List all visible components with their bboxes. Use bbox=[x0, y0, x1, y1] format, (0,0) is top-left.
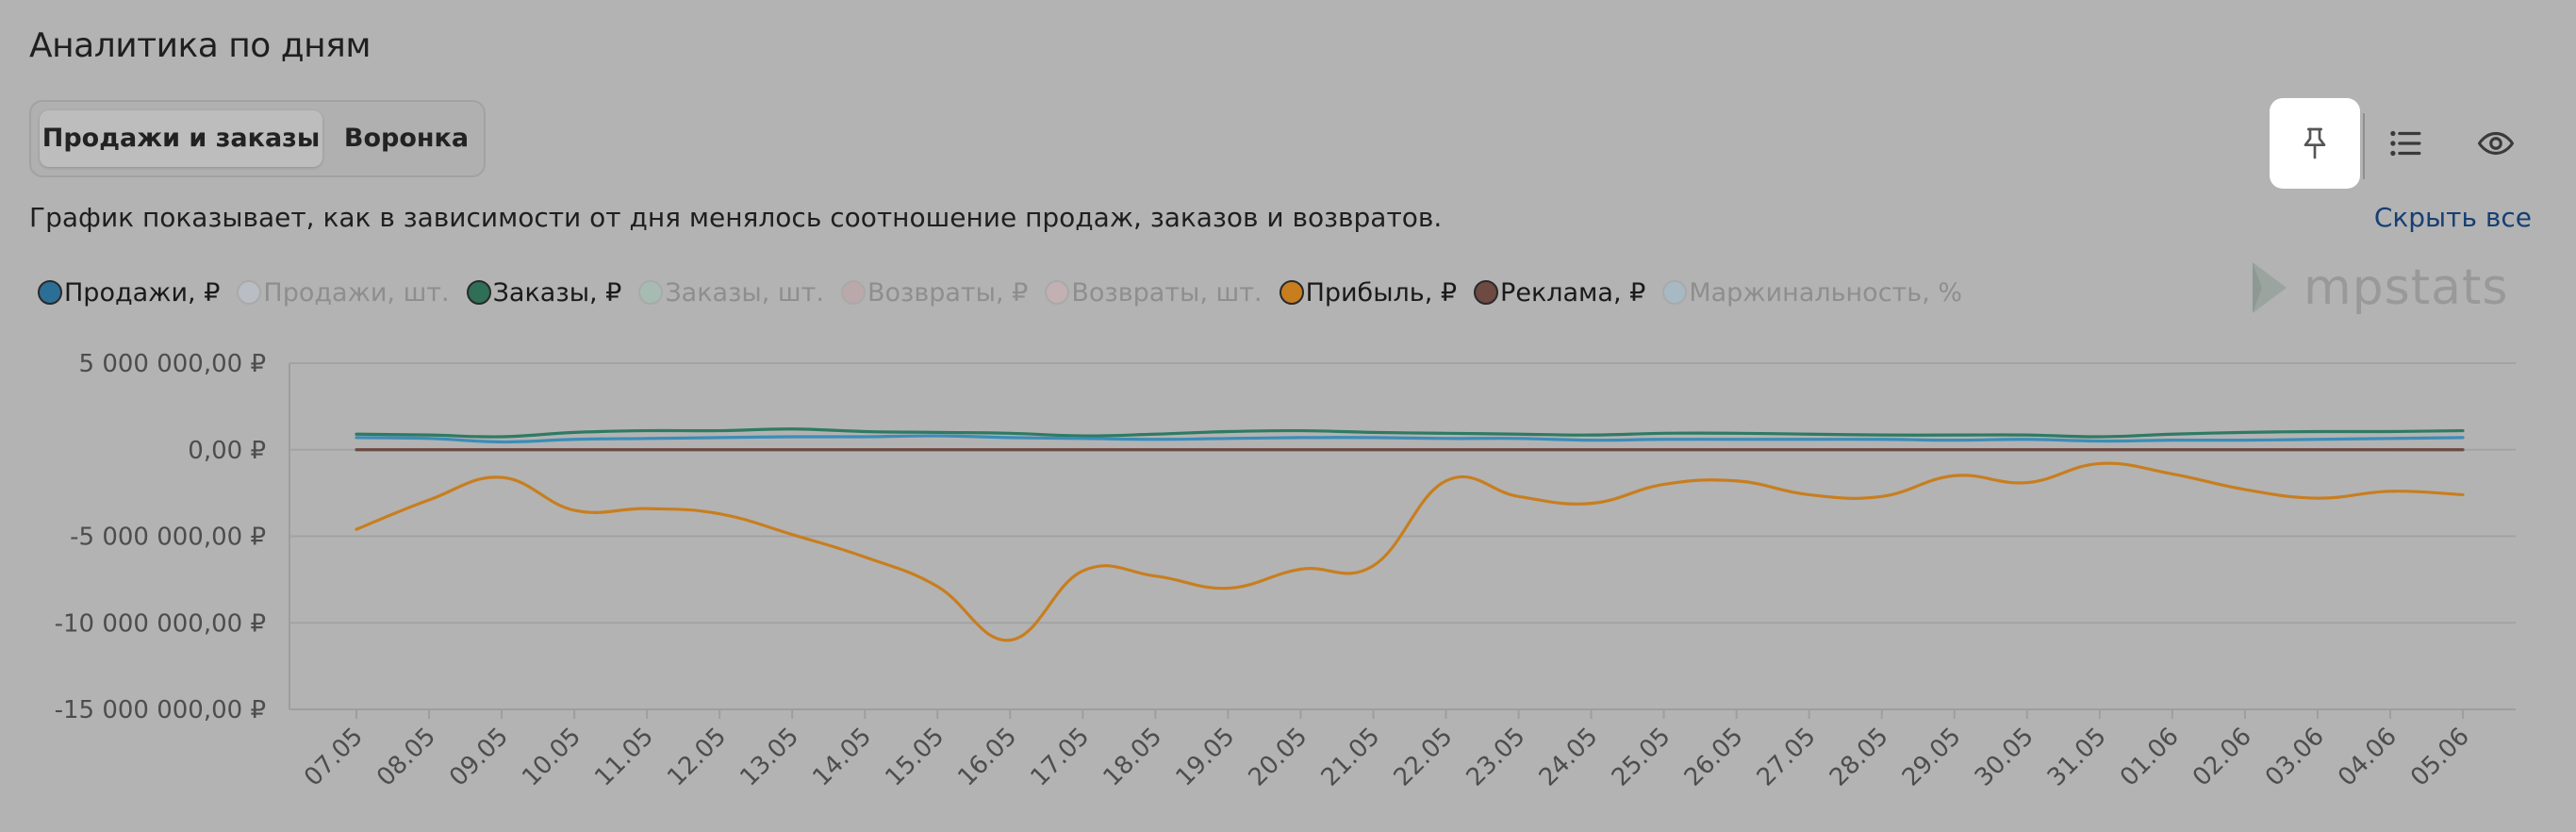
legend-item[interactable]: Маржинальность, % bbox=[1662, 278, 1962, 308]
x-tick-label: 15.05 bbox=[880, 723, 949, 792]
legend-swatch bbox=[237, 280, 262, 305]
legend-swatch bbox=[1279, 280, 1304, 305]
y-tick-label: 0,00 ₽ bbox=[188, 437, 266, 465]
x-tick-label: 12.05 bbox=[662, 723, 732, 792]
legend-item[interactable]: Возвраты, ₽ bbox=[840, 277, 1029, 308]
mpstats-logo-icon bbox=[2253, 262, 2287, 313]
legend-label: Возвраты, шт. bbox=[1071, 277, 1263, 308]
x-tick-label: 19.05 bbox=[1171, 723, 1241, 792]
x-tick-label: 31.05 bbox=[2042, 723, 2112, 792]
legend-label: Возвраты, ₽ bbox=[867, 277, 1029, 308]
legend-item[interactable]: Заказы, ₽ bbox=[466, 277, 622, 308]
y-tick-label: -10 000 000,00 ₽ bbox=[55, 609, 266, 638]
brand-logo: mpstats bbox=[2249, 259, 2509, 316]
legend-item[interactable]: Возвраты, шт. bbox=[1045, 277, 1263, 308]
toolbar-divider bbox=[2363, 113, 2365, 179]
legend-label: Заказы, ₽ bbox=[492, 277, 622, 308]
x-tick-label: 25.05 bbox=[1607, 723, 1676, 792]
y-tick-label: -5 000 000,00 ₽ bbox=[70, 524, 266, 552]
x-tick-label: 10.05 bbox=[517, 723, 586, 792]
legend-swatch bbox=[1662, 280, 1688, 305]
legend-label: Прибыль, ₽ bbox=[1305, 277, 1458, 308]
x-tick-label: 13.05 bbox=[735, 723, 804, 792]
series-line bbox=[355, 427, 2465, 439]
x-tick-label: 17.05 bbox=[1025, 723, 1095, 792]
legend-label: Маржинальность, % bbox=[1689, 277, 1963, 308]
legend-item[interactable]: Реклама, ₽ bbox=[1474, 278, 1645, 308]
x-tick-label: 23.05 bbox=[1461, 723, 1531, 792]
legend-swatch bbox=[638, 280, 664, 305]
legend-label: Продажи, шт. bbox=[263, 277, 450, 308]
pin-button[interactable] bbox=[2270, 98, 2360, 189]
x-tick-label: 26.05 bbox=[1679, 723, 1749, 792]
x-tick-label: 22.05 bbox=[1389, 723, 1459, 792]
eye-icon bbox=[2477, 131, 2515, 156]
x-tick-label: 09.05 bbox=[444, 723, 514, 792]
legend-item[interactable]: Продажи, ₽ bbox=[38, 278, 220, 308]
page-title: Аналитика по дням bbox=[29, 26, 372, 65]
list-icon bbox=[2390, 130, 2421, 157]
x-tick-label: 02.06 bbox=[2188, 723, 2257, 792]
x-tick-label: 08.05 bbox=[372, 723, 441, 792]
x-tick-label: 21.05 bbox=[1316, 723, 1386, 792]
series-line bbox=[355, 434, 2465, 444]
legend-swatch bbox=[466, 280, 491, 305]
x-tick-label: 05.06 bbox=[2405, 723, 2475, 792]
x-tick-label: 16.05 bbox=[952, 723, 1022, 792]
x-tick-label: 27.05 bbox=[1752, 723, 1822, 792]
tab-funnel[interactable]: Воронка bbox=[343, 124, 470, 153]
legend-label: Заказы, шт. bbox=[665, 277, 824, 308]
legend-swatch bbox=[840, 280, 866, 305]
chart-description: График показывает, как в зависимости от … bbox=[29, 202, 1443, 233]
x-tick-label: 03.06 bbox=[2260, 723, 2330, 792]
x-tick-label: 24.05 bbox=[1534, 723, 1604, 792]
legend-swatch bbox=[38, 280, 62, 305]
chart-legend: Продажи, ₽ Продажи, шт. Заказы, ₽ Заказы, ш… bbox=[38, 274, 1979, 311]
x-tick-label: 28.05 bbox=[1825, 723, 1894, 792]
legend-swatch bbox=[1045, 280, 1070, 305]
legend-item[interactable]: Заказы, шт. bbox=[638, 278, 824, 308]
x-tick-label: 29.05 bbox=[1897, 723, 1967, 792]
visibility-button[interactable] bbox=[2451, 98, 2541, 189]
legend-label: Продажи, ₽ bbox=[64, 277, 221, 308]
x-tick-label: 04.06 bbox=[2333, 723, 2403, 792]
x-tick-label: 20.05 bbox=[1244, 723, 1313, 792]
legend-label: Реклама, ₽ bbox=[1500, 277, 1646, 308]
x-tick-label: 30.05 bbox=[1970, 723, 2039, 792]
x-tick-label: 11.05 bbox=[589, 723, 659, 792]
legend-item[interactable]: Продажи, шт. bbox=[237, 277, 450, 308]
series-line bbox=[355, 461, 2465, 642]
x-tick-label: 07.05 bbox=[299, 723, 369, 792]
x-tick-label: 18.05 bbox=[1098, 723, 1167, 792]
tab-sales-orders[interactable]: Продажи и заказы bbox=[40, 110, 322, 167]
y-tick-label: 5 000 000,00 ₽ bbox=[79, 350, 266, 378]
hide-all-link[interactable]: Скрыть все bbox=[2373, 202, 2532, 233]
x-tick-label: 14.05 bbox=[807, 723, 877, 792]
pin-icon bbox=[2304, 127, 2326, 159]
brand-name: mpstats bbox=[2304, 259, 2509, 316]
legend-swatch bbox=[1474, 280, 1499, 305]
x-tick-label: 01.06 bbox=[2115, 723, 2185, 792]
tab-switcher: Продажи и заказы Воронка bbox=[29, 100, 486, 177]
y-tick-label: -15 000 000,00 ₽ bbox=[55, 696, 266, 724]
legend-item[interactable]: Прибыль, ₽ bbox=[1279, 277, 1458, 308]
list-button[interactable] bbox=[2360, 98, 2451, 189]
